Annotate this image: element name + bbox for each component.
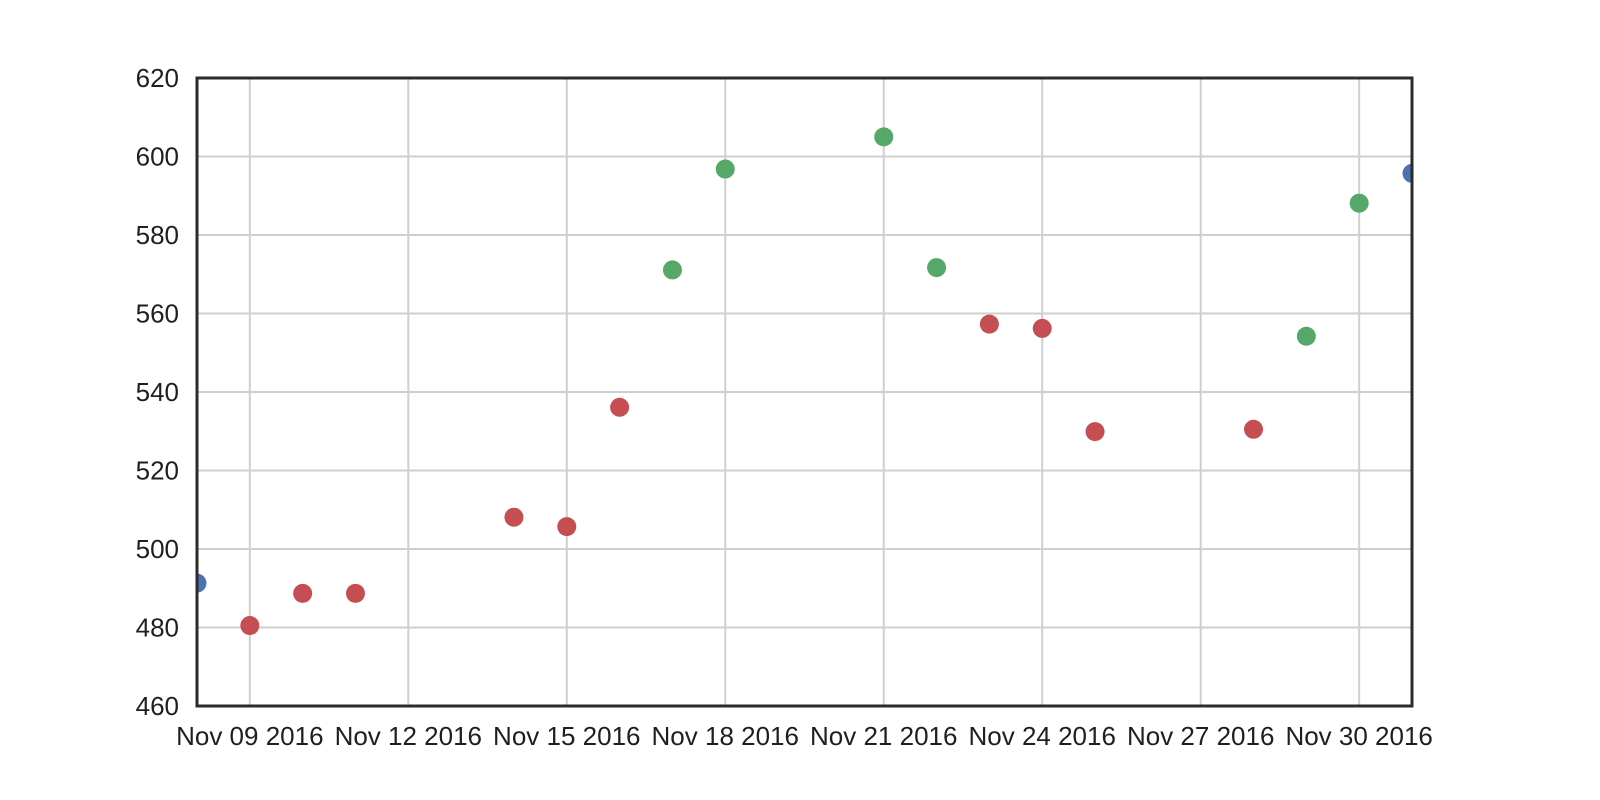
data-point	[197, 573, 207, 593]
data-point	[927, 258, 947, 278]
gridlines	[197, 77, 1412, 707]
x-tick-label: Nov 21 2016	[810, 721, 957, 751]
y-tick-label: 560	[136, 299, 179, 329]
data-point	[557, 517, 577, 537]
x-tick-label: Nov 27 2016	[1127, 721, 1274, 751]
data-point	[1349, 193, 1369, 213]
data-point	[504, 507, 524, 527]
x-tick-label: Nov 12 2016	[335, 721, 482, 751]
y-tick-label: 600	[136, 142, 179, 172]
data-point	[1032, 318, 1052, 338]
data-point	[1085, 422, 1105, 442]
data-point	[1296, 326, 1316, 346]
y-axis: 460 480 500 520 540 560 580 600 620	[136, 63, 179, 721]
data-point	[610, 397, 630, 417]
data-point	[1402, 163, 1412, 183]
data-point	[240, 616, 260, 636]
y-tick-label: 480	[136, 613, 179, 643]
y-tick-label: 460	[136, 691, 179, 721]
plot-frame	[195, 76, 1414, 708]
x-axis: Nov 09 2016 Nov 12 2016 Nov 15 2016 Nov 18 …	[176, 721, 1433, 751]
x-tick-label: Nov 15 2016	[493, 721, 640, 751]
x-tick-label: Nov 30 2016	[1285, 721, 1432, 751]
x-tick-label: Nov 18 2016	[652, 721, 799, 751]
y-tick-label: 620	[136, 63, 179, 93]
x-tick-label: Nov 24 2016	[968, 721, 1115, 751]
x-tick-label: Nov 09 2016	[176, 721, 323, 751]
data-point	[293, 583, 313, 603]
y-tick-label: 520	[136, 456, 179, 486]
y-tick-label: 580	[136, 220, 179, 250]
y-tick-label: 500	[136, 534, 179, 564]
data-points	[197, 127, 1412, 636]
data-point	[979, 314, 999, 334]
data-point	[874, 127, 894, 147]
data-point	[1244, 419, 1264, 439]
data-point	[345, 583, 365, 603]
data-point	[662, 260, 682, 280]
data-point	[715, 159, 735, 179]
y-tick-label: 540	[136, 377, 179, 407]
